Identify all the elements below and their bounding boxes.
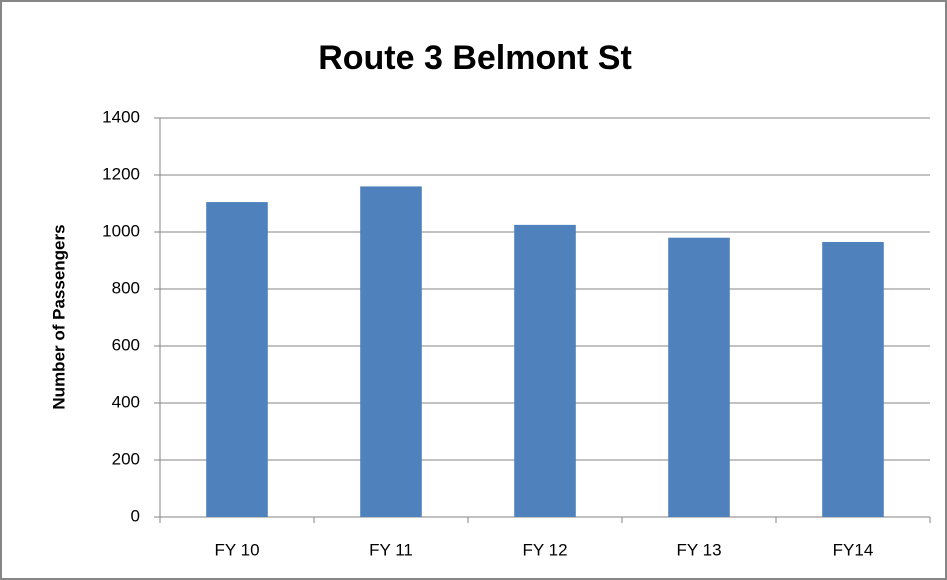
x-tick-label: FY 11 xyxy=(369,540,413,559)
x-tick-label: FY14 xyxy=(833,540,874,559)
y-tick-label: 400 xyxy=(112,392,140,411)
y-tick-label: 1000 xyxy=(102,221,140,240)
bar xyxy=(514,224,576,517)
bar xyxy=(822,241,884,517)
y-tick-label: 200 xyxy=(112,449,140,468)
bar xyxy=(360,186,422,517)
y-tick-label: 800 xyxy=(112,278,140,297)
bar xyxy=(668,237,730,517)
x-tick-label: FY 10 xyxy=(214,540,259,559)
y-tick-label: 1400 xyxy=(102,107,140,126)
y-tick-label: 0 xyxy=(131,506,140,525)
y-tick-label: 600 xyxy=(112,335,140,354)
y-tick-label: 1200 xyxy=(102,164,140,183)
x-tick-label: FY 13 xyxy=(676,540,721,559)
bar xyxy=(206,202,268,517)
chart-title: Route 3 Belmont St xyxy=(318,39,632,77)
y-axis-label: Number of Passengers xyxy=(49,224,68,409)
x-tick-label: FY 12 xyxy=(522,540,567,559)
